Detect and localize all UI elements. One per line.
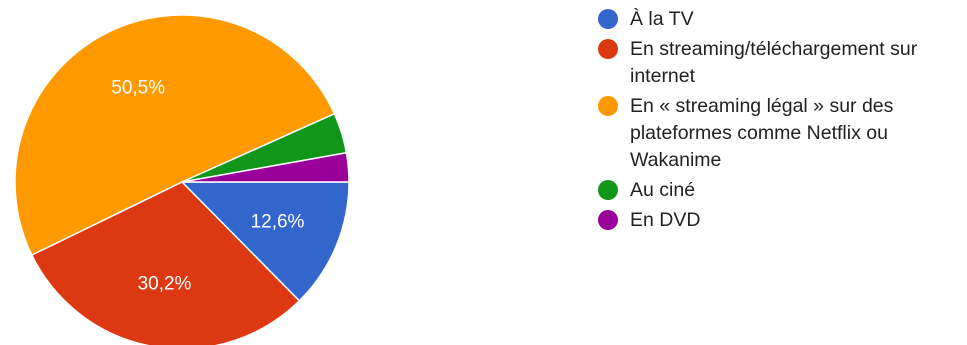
legend-item-1[interactable]: À la TV [598, 6, 963, 33]
legend-label: À la TV [630, 8, 694, 30]
pie-slice-5[interactable] [181, 151, 350, 183]
legend-item-5[interactable]: En DVD [598, 207, 963, 234]
pie-slice-label-2: 30,2% [138, 274, 192, 295]
pie-chart: 12,6% 30,2% 50,5% [14, 14, 350, 345]
legend-item-2[interactable]: En streaming/téléchargement sur internet [598, 36, 963, 90]
legend-swatch [598, 9, 618, 29]
chart-legend: À la TV En streaming/téléchargement sur i… [598, 6, 963, 237]
legend-item-3[interactable]: En « streaming légal » sur des plateform… [598, 93, 963, 174]
pie-slice-1[interactable] [180, 181, 350, 302]
legend-label: En streaming/téléchargement sur internet [630, 38, 918, 87]
legend-swatch [598, 210, 618, 230]
legend-item-4[interactable]: Au ciné [598, 177, 963, 204]
legend-label: En DVD [630, 209, 701, 231]
legend-label: Au ciné [630, 179, 696, 201]
legend-swatch [598, 180, 618, 200]
legend-swatch [598, 39, 618, 59]
pie-slice-3[interactable] [14, 14, 336, 257]
pie-slice-label-3: 50,5% [111, 78, 165, 99]
legend-label: En « streaming légal » sur des plateform… [630, 95, 894, 171]
legend-swatch [598, 96, 618, 116]
pie-slice-label-1: 12,6% [251, 211, 305, 232]
